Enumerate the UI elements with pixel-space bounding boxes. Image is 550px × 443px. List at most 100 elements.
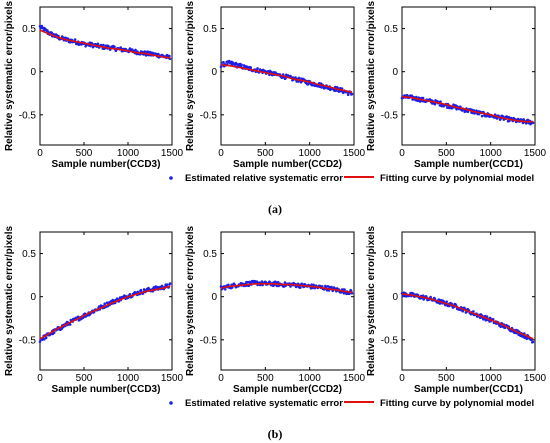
data-point (346, 93, 350, 96)
y-tick-label: 0 (392, 67, 398, 78)
data-point (433, 103, 437, 106)
x-tick-label: 0 (399, 148, 405, 159)
panel-label-b: (b) (268, 427, 283, 441)
data-point (499, 325, 503, 329)
x-tick-label: 0 (37, 148, 43, 159)
y-tick-label: 0.5 (384, 24, 398, 35)
data-point (91, 45, 95, 49)
data-point (472, 310, 475, 313)
legend-points-label: Estimated relative systematic error (185, 398, 343, 409)
y-tick-label: 0.5 (384, 249, 398, 260)
data-point (289, 285, 292, 288)
data-point (168, 54, 171, 58)
legend-point-marker (169, 176, 173, 180)
data-point (139, 288, 143, 292)
data-point (249, 66, 253, 69)
data-point (96, 42, 100, 46)
chart-b-ccd2: 0 500 1000 1500 -0.5 0 0.5 Sample number(CCD2) R… (185, 226, 366, 395)
data-point (102, 43, 105, 47)
data-point (168, 282, 172, 285)
y-axis-label: Relative systematic error/pixels (185, 1, 196, 152)
data-point (485, 315, 489, 318)
data-point (445, 300, 449, 304)
legend-a: Estimated relative systematic error Fitt… (169, 173, 534, 184)
data-point (405, 93, 409, 97)
y-tick-label: -0.5 (381, 110, 399, 121)
data-point (38, 340, 42, 343)
y-axis-label: Relative systematic error/pixels (4, 1, 15, 152)
x-tick-label: 1500 (161, 148, 184, 159)
panel-label-a: (a) (268, 202, 282, 216)
data-point (227, 283, 230, 287)
x-axis-label: Sample number(CCD3) (52, 384, 161, 395)
chart-a-ccd2: 0 500 1000 1500 -0.5 0 0.5 Sample number(CCD2) R… (185, 1, 366, 170)
y-tick-label: 0.5 (22, 24, 36, 35)
data-point (256, 67, 259, 70)
x-axis-label: Sample number(CCD3) (52, 159, 161, 170)
data-point (508, 119, 511, 123)
y-tick-label: 0.5 (203, 249, 217, 260)
data-point (439, 100, 442, 103)
data-point (294, 76, 297, 79)
fitting-curve (39, 285, 171, 340)
data-point (310, 83, 314, 87)
y-tick-label: 0 (30, 292, 36, 303)
data-point (525, 337, 529, 341)
data-point (343, 288, 346, 291)
y-tick-label: 0.5 (22, 249, 36, 260)
x-axis-label: Sample number(CCD1) (414, 159, 523, 170)
fitting-curve (220, 64, 353, 94)
y-tick-label: 0 (392, 292, 398, 303)
plot-area (39, 6, 173, 146)
data-point (297, 76, 301, 80)
data-point (350, 92, 354, 96)
x-tick-label: 500 (257, 373, 274, 384)
x-axis-label: Sample number(CCD2) (233, 384, 342, 395)
legend-curve-label: Fitting curve by polynomial model (380, 398, 534, 409)
fitting-curve (39, 29, 171, 59)
x-tick-label: 1000 (480, 148, 503, 159)
data-point (240, 63, 243, 67)
data-point (299, 286, 302, 289)
plot-area (401, 231, 536, 371)
data-point (461, 309, 465, 313)
x-tick-label: 1500 (161, 373, 184, 384)
data-point (310, 283, 313, 287)
y-tick-label: -0.5 (200, 335, 218, 346)
data-point (50, 31, 53, 35)
data-point (222, 61, 225, 64)
x-tick-label: 500 (76, 373, 93, 384)
data-point (160, 284, 164, 288)
y-axis-label: Relative systematic error/pixels (4, 226, 15, 377)
panel-a: 0 500 1000 1500 -0.5 0 0.5 Sample number(CCD3) R… (4, 1, 547, 216)
x-tick-label: 0 (37, 373, 43, 384)
x-tick-label: 500 (76, 148, 93, 159)
data-point (330, 285, 333, 289)
data-point (103, 302, 106, 306)
fitting-curve (401, 95, 534, 123)
fitting-curve (401, 293, 534, 340)
panel-b: 0 500 1000 1500 -0.5 0 0.5 Sample number(CCD3) R… (4, 226, 547, 441)
x-tick-label: 500 (438, 148, 455, 159)
x-tick-label: 1500 (524, 373, 547, 384)
data-point (324, 86, 327, 90)
x-tick-label: 1000 (299, 148, 322, 159)
y-tick-label: -0.5 (381, 335, 399, 346)
data-point (44, 336, 48, 340)
plot-area (39, 231, 173, 371)
data-point (128, 293, 132, 296)
data-point (284, 77, 287, 80)
x-tick-label: 1000 (117, 148, 140, 159)
data-point (276, 280, 280, 284)
chart-b-ccd1: 0 500 1000 1500 -0.5 0 0.5 Sample number(CCD1) R… (366, 226, 547, 395)
x-axis-label: Sample number(CCD2) (233, 159, 342, 170)
data-point (524, 122, 528, 125)
data-point (410, 94, 414, 98)
data-point (531, 340, 535, 344)
y-tick-label: 0 (30, 67, 36, 78)
data-point (421, 96, 425, 100)
x-tick-label: 1500 (343, 148, 366, 159)
chart-a-ccd3: 0 500 1000 1500 -0.5 0 0.5 Sample number(CCD3) R… (4, 1, 184, 170)
legend-points-label: Estimated relative systematic error (185, 173, 343, 184)
